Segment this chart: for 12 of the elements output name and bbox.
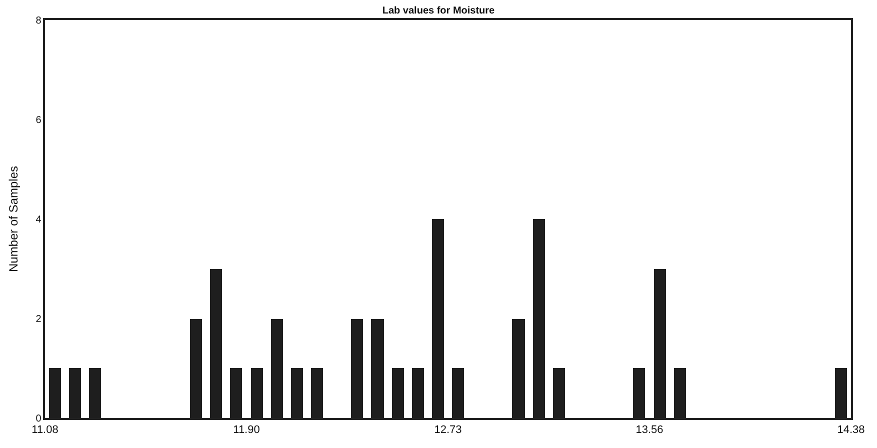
x-tick-label: 13.56 bbox=[636, 424, 664, 436]
y-tick-label: 2 bbox=[36, 314, 42, 325]
y-tick-label: 0 bbox=[36, 414, 42, 424]
y-axis-title: Number of Samples bbox=[6, 166, 20, 272]
chart-title: Lab values for Moisture bbox=[382, 6, 496, 17]
x-tick-label: 11.08 bbox=[32, 424, 58, 436]
x-tick-label: 11.90 bbox=[233, 424, 260, 436]
x-tick-label: 12.73 bbox=[434, 424, 462, 436]
y-tick-label: 6 bbox=[36, 115, 42, 126]
x-tick-label: 14.38 bbox=[837, 424, 865, 436]
y-tick-label: 8 bbox=[36, 16, 42, 26]
y-tick-label: 4 bbox=[36, 214, 42, 226]
